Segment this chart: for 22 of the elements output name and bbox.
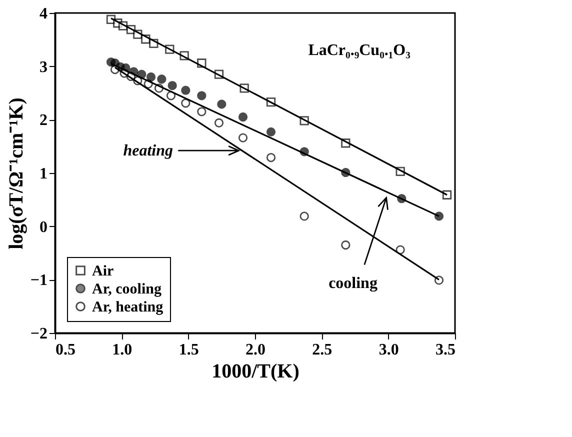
x-axis-title: 1000/T(K) <box>212 360 300 382</box>
y-tick-label: −2 <box>30 326 48 342</box>
legend-label: Air <box>92 264 114 280</box>
y-tick-label: 2 <box>40 112 48 130</box>
x-tick-label: 3.0 <box>378 342 399 358</box>
x-tick-label: 1.0 <box>112 342 132 358</box>
y-tick-label: −1 <box>30 272 48 290</box>
annotation: LaCr₀.₉Cu₀.₁O₃ <box>308 42 411 59</box>
y-axis-title: log(σT/Ω⁻¹cm⁻¹K) <box>5 98 28 250</box>
x-tick-label: 3.5 <box>436 342 456 358</box>
legend-label: Ar, cooling <box>92 282 162 298</box>
x-tick-label: 2.0 <box>246 342 266 358</box>
y-tick-label: 3 <box>40 58 48 76</box>
y-tick-label: 0 <box>40 218 48 236</box>
annotation: cooling <box>328 275 378 292</box>
x-tick-label: 0.5 <box>56 342 76 358</box>
x-tick-label: 2.5 <box>312 342 332 358</box>
y-tick-label: 4 <box>40 6 48 22</box>
y-tick-label: 1 <box>40 166 48 182</box>
x-tick-label: 1.5 <box>178 342 199 358</box>
legend-label: Ar, heating <box>92 300 164 316</box>
annotation: heating <box>123 142 173 160</box>
